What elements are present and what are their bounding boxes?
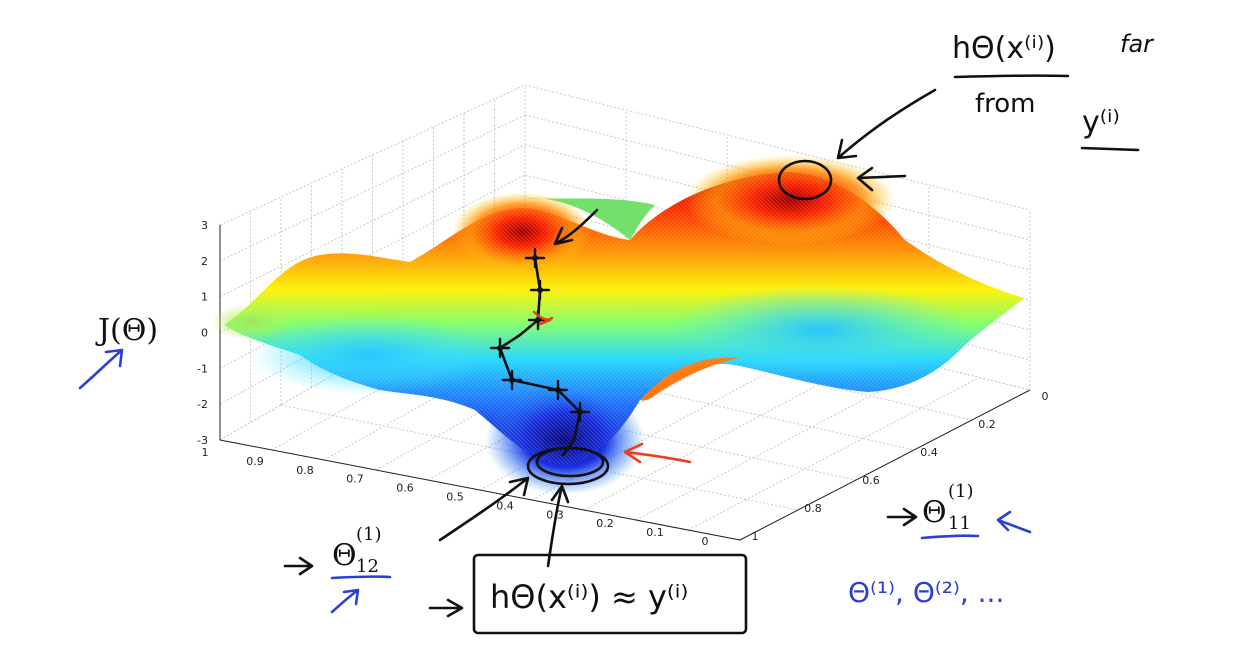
- arrow-right-to-peak: [856, 166, 907, 192]
- x-tick-label: 0.5: [446, 491, 464, 504]
- y-axis-label-sup: (1): [948, 481, 974, 502]
- x-axis-label-sup: (1): [356, 524, 382, 545]
- descent-step-mark: [529, 279, 551, 301]
- blue-underline-theta11: [920, 534, 980, 540]
- descent-step-mark: [569, 401, 591, 423]
- grid-line: [524, 84, 1031, 211]
- grid-line: [219, 114, 526, 262]
- x-tick-label: 0.9: [246, 455, 264, 468]
- z-tick-label: -1: [197, 362, 208, 375]
- z-axis-ticks: 3 2 1 0 -1 -2 -3: [197, 219, 208, 447]
- descent-step-mark: [501, 369, 523, 391]
- x-tick-label: 0.2: [596, 517, 614, 530]
- arrow-box-to-min: [546, 484, 570, 568]
- descent-path-line: [498, 256, 582, 457]
- arrow-theta12-to-min: [438, 476, 530, 542]
- approx-box: [472, 553, 748, 635]
- top-y: y⁽ⁱ⁾: [1082, 105, 1120, 140]
- grid-line: [687, 377, 980, 531]
- x-tick-label: 0.4: [496, 499, 514, 512]
- z-tick-label: 1: [201, 291, 208, 304]
- x-tick-label: 0.7: [346, 473, 364, 486]
- blue-arrow-theta11: [996, 510, 1032, 534]
- y-axis-label: Θ (1) 11: [922, 481, 974, 534]
- surface-mesh: [224, 172, 1024, 465]
- z-tick-label: 2: [201, 255, 208, 268]
- underline-y: [1080, 146, 1140, 152]
- axis-line: [219, 439, 741, 541]
- x-tick-label: 0.8: [296, 464, 314, 477]
- arrow-from-top-label: [836, 88, 937, 160]
- arrow-to-left-peak: [553, 208, 599, 246]
- x-axis-label-sub: 12: [356, 556, 379, 577]
- z-tick-label: 0: [201, 327, 208, 340]
- surface-back-ridge: [522, 197, 655, 240]
- axis-line: [739, 389, 1031, 541]
- z-tick-label: -2: [197, 398, 208, 411]
- red-step-mark: [532, 310, 554, 326]
- z-axis-label: J(Θ): [95, 313, 158, 348]
- z-tick-label: -3: [197, 434, 208, 447]
- fraction-bar: [953, 74, 1070, 79]
- annotations-ink: [78, 74, 1140, 635]
- descent-step-mark: [524, 247, 546, 269]
- descent-steps: [489, 247, 591, 423]
- y-tick-label: 0.8: [804, 502, 822, 515]
- circle-right-peak: [777, 159, 833, 201]
- x-tick-label: 0: [702, 535, 709, 548]
- y-tick-label: 0.6: [862, 474, 880, 487]
- top-from: from: [975, 89, 1036, 119]
- y-tick-label: 0: [1042, 390, 1049, 403]
- blue-theta-series: Θ⁽¹⁾, Θ⁽²⁾, ...: [848, 576, 1004, 609]
- x-axis-label-base: Θ: [332, 538, 357, 573]
- y-axis-ticks: 0 0.2 0.4 0.6 0.8 1: [752, 390, 1049, 543]
- y-axis-label-base: Θ: [922, 495, 947, 530]
- descent-step-mark: [489, 337, 511, 359]
- descent-step-mark: [547, 379, 569, 401]
- x-axis-ticks: 10.90.80.70.60.50.40.30.20.10: [202, 446, 709, 548]
- descent-path: [489, 247, 591, 457]
- blue-arrow-theta12: [330, 588, 360, 614]
- blue-arrow-J: [78, 348, 124, 390]
- y-tick-label: 0.2: [978, 418, 996, 431]
- x-axis-label: Θ (1) 12: [332, 524, 382, 577]
- circle-minimum-outer: [526, 446, 610, 486]
- y-tick-label: 1: [752, 530, 759, 543]
- cost-surface: [210, 155, 1024, 495]
- y-tick-label: 0.4: [920, 446, 938, 459]
- grid-line: [219, 144, 526, 298]
- arrow-into-theta12: [283, 556, 314, 576]
- z-tick-label: 3: [201, 219, 208, 232]
- approx-box-text: hΘ(x⁽ⁱ⁾) ≈ y⁽ⁱ⁾: [490, 578, 688, 616]
- arrow-into-theta11: [886, 507, 918, 527]
- x-tick-label: 0.1: [646, 526, 664, 539]
- y-axis-label-sub: 11: [948, 513, 971, 534]
- arrow-into-box: [428, 598, 464, 618]
- x-tick-label: 0.6: [396, 482, 414, 495]
- top-numerator: hΘ(x⁽ⁱ⁾): [952, 31, 1056, 66]
- red-arrow-minimum: [623, 442, 692, 464]
- blue-underline-theta12: [330, 575, 392, 580]
- x-tick-label: 1: [202, 446, 209, 459]
- top-far: far: [1120, 30, 1155, 58]
